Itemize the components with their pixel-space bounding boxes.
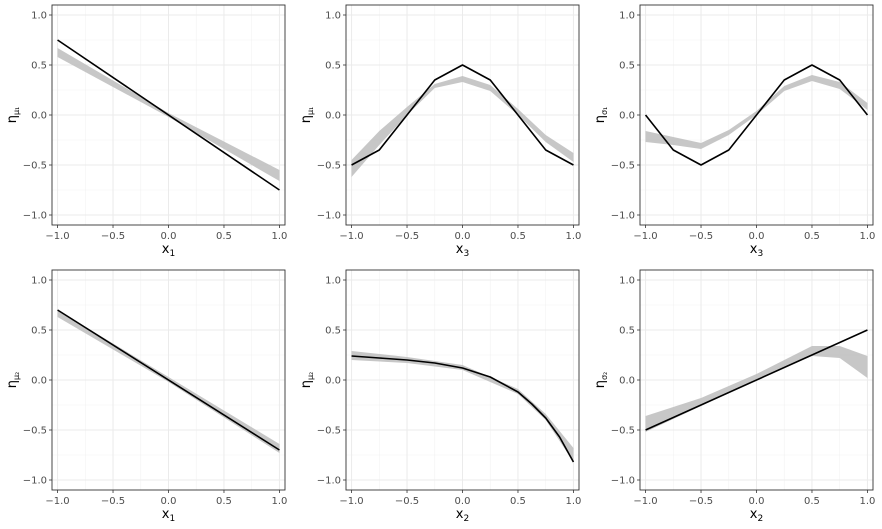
y-tick-label: 0.0 [31, 111, 47, 122]
y-tick-label: −0.5 [317, 161, 341, 172]
x-tick-label: 0.0 [161, 496, 177, 507]
true-function-line [351, 64, 574, 166]
x-tick-label: 0.5 [510, 496, 526, 507]
y-tick-label: −0.5 [611, 426, 635, 437]
x-tick-label: 0.0 [749, 231, 765, 242]
x-tick-label: 0.5 [510, 231, 526, 242]
x-tick-label: 1.0 [271, 496, 287, 507]
x-tick-label: 1.0 [859, 231, 875, 242]
y-tick-label: −1.0 [611, 211, 635, 222]
x-axis-label: x2 [750, 507, 763, 524]
y-tick-label: −0.5 [23, 161, 47, 172]
x-tick-label: 0.5 [804, 496, 820, 507]
x-tick-label: −1.0 [339, 496, 363, 507]
panel-row2-col2: −1.0 −0.5 0.0 0.5 1.0 −1.0 −0.5 0.0 0.5 1.0 x2 ημ₂ [299, 269, 581, 524]
y-tick-label: 0.5 [325, 326, 341, 337]
y-tick-label: 0.5 [325, 61, 341, 72]
true-function-line [645, 329, 868, 431]
y-tick-label: −1.0 [317, 211, 341, 222]
y-tick-label: 1.0 [325, 11, 341, 22]
y-tick-label: −0.5 [23, 426, 47, 437]
x-tick-label: −0.5 [395, 231, 419, 242]
y-tick-label: 0.5 [31, 61, 47, 72]
true-function-line [57, 309, 280, 451]
x-tick-label: −0.5 [101, 496, 125, 507]
x-tick-label: −0.5 [689, 496, 713, 507]
x-tick-label: −1.0 [45, 496, 69, 507]
x-tick-label: 0.0 [455, 496, 471, 507]
y-tick-label: 0.0 [31, 376, 47, 387]
y-tick-label: −1.0 [611, 476, 635, 487]
panel-row1-col3: −1.0 −0.5 0.0 0.5 1.0 −1.0 −0.5 0.0 0.5 1.0 x3 ησ₁ [593, 4, 875, 259]
y-tick-label: −1.0 [317, 476, 341, 487]
y-axis-label: ημ₁ [5, 107, 21, 124]
x-tick-label: −0.5 [689, 231, 713, 242]
y-tick-label: 0.0 [619, 111, 635, 122]
x-tick-label: 0.5 [804, 231, 820, 242]
y-tick-label: −0.5 [611, 161, 635, 172]
x-tick-label: −1.0 [339, 231, 363, 242]
x-tick-label: 0.0 [161, 231, 177, 242]
true-function-line [644, 64, 869, 166]
panel-row1-col1: −1.0 −0.5 0.0 0.5 1.0 −1.0 −0.5 0.0 0.5 1.0 x1 ημ₁ [5, 4, 287, 259]
y-tick-label: 0.5 [619, 326, 635, 337]
y-tick-label: −1.0 [23, 211, 47, 222]
x-axis-label: x2 [456, 507, 469, 524]
x-tick-label: 1.0 [271, 231, 287, 242]
true-function-line [351, 355, 575, 463]
y-tick-label: −1.0 [23, 476, 47, 487]
x-tick-label: 1.0 [565, 496, 581, 507]
x-tick-label: −0.5 [101, 231, 125, 242]
x-axis-label: x1 [162, 507, 175, 524]
y-tick-label: 1.0 [619, 276, 635, 287]
panel-row1-col2: −1.0 −0.5 0.0 0.5 1.0 −1.0 −0.5 0.0 0.5 1.0 x3 ημ₁ [299, 4, 581, 259]
x-axis-label: x3 [750, 242, 763, 259]
x-tick-label: 0.5 [216, 496, 232, 507]
x-axis-label: x1 [162, 242, 175, 259]
x-tick-label: −1.0 [45, 231, 69, 242]
x-tick-label: 1.0 [565, 231, 581, 242]
x-tick-label: 1.0 [859, 496, 875, 507]
y-tick-label: −0.5 [317, 426, 341, 437]
y-tick-label: 1.0 [31, 276, 47, 287]
y-tick-label: 1.0 [619, 11, 635, 22]
y-tick-label: 0.0 [325, 111, 341, 122]
y-axis-label: ημ₁ [299, 107, 315, 124]
y-axis-label: ημ₂ [5, 372, 21, 389]
x-tick-label: −0.5 [395, 496, 419, 507]
y-tick-label: 0.0 [619, 376, 635, 387]
simulation-band [351, 76, 574, 177]
panel-row2-col3: −1.0 −0.5 0.0 0.5 1.0 −1.0 −0.5 0.0 0.5 1.0 x2 ησ₂ [593, 269, 875, 524]
y-tick-label: 0.0 [325, 376, 341, 387]
panel-row2-col1: −1.0 −0.5 0.0 0.5 1.0 −1.0 −0.5 0.0 0.5 1.0 x1 ημ₂ [5, 269, 287, 524]
simulation-band [645, 346, 868, 432]
x-tick-label: 0.0 [749, 496, 765, 507]
y-axis-label: ημ₂ [299, 372, 315, 389]
x-tick-label: 0.5 [216, 231, 232, 242]
y-tick-label: 1.0 [325, 276, 341, 287]
y-axis-label: ησ₂ [593, 372, 609, 389]
y-axis-label: ησ₁ [593, 107, 609, 124]
x-tick-label: 0.0 [455, 231, 471, 242]
y-tick-label: 0.5 [31, 326, 47, 337]
x-tick-label: −1.0 [633, 496, 657, 507]
y-tick-label: 1.0 [31, 11, 47, 22]
simulation-band [645, 75, 868, 149]
x-axis-label: x3 [456, 242, 469, 259]
y-tick-label: 0.5 [619, 61, 635, 72]
true-function-line [57, 39, 280, 191]
x-tick-label: −1.0 [633, 231, 657, 242]
